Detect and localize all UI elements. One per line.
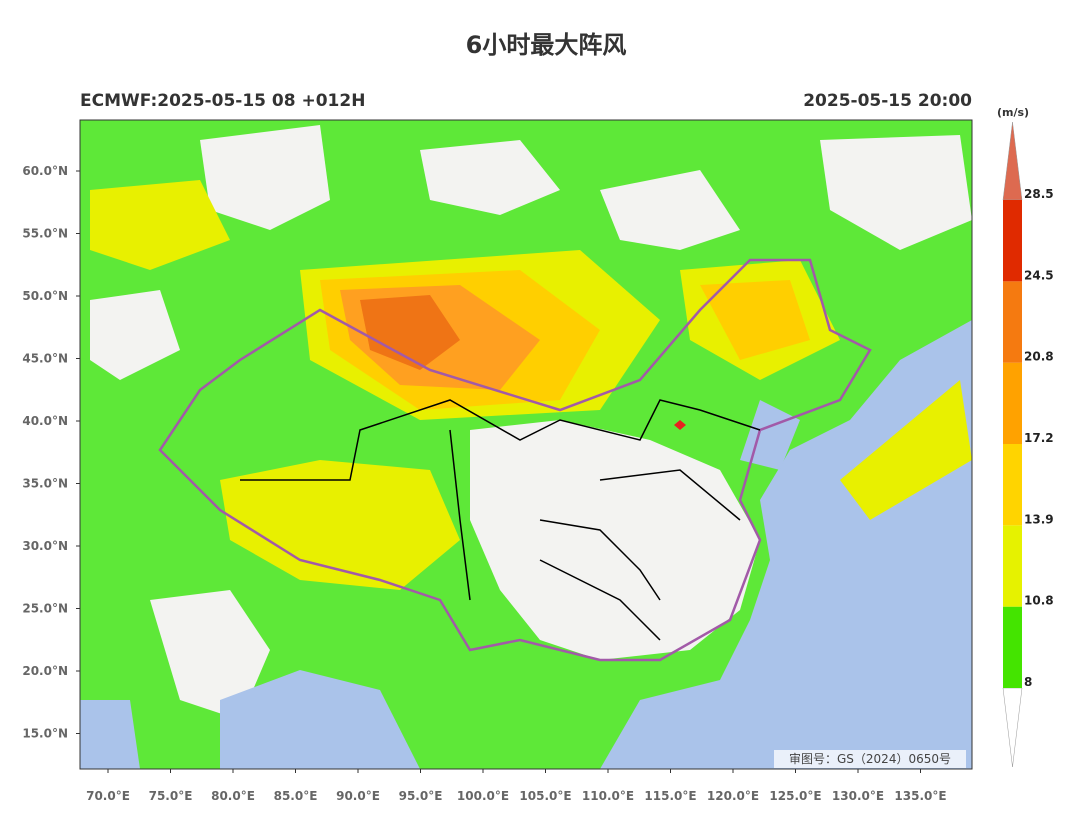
colorbar-under [1002, 687, 1023, 768]
colorbar-label: 20.8 [1024, 350, 1054, 364]
lat-label: 20.0°N [22, 664, 68, 678]
colorbar-segment [1003, 444, 1022, 526]
colorbar-label: 13.9 [1024, 512, 1054, 526]
watermark-bg [774, 750, 966, 768]
colorbar-label: 28.5 [1024, 187, 1054, 201]
lon-label: 115.0°E [644, 789, 696, 803]
lon-label: 120.0°E [707, 789, 759, 803]
lat-label: 60.0°N [22, 164, 68, 178]
colorbar-segment [1003, 525, 1022, 607]
lon-label: 70.0°E [86, 789, 130, 803]
lon-label: 95.0°E [399, 789, 443, 803]
title: 6小时最大阵风 [466, 31, 627, 59]
lon-label: 75.0°E [149, 789, 193, 803]
lon-label: 105.0°E [519, 789, 571, 803]
approval-number: 审图号：GS（2024）0650号 [789, 751, 951, 766]
colorbar-label: 8 [1024, 675, 1032, 689]
lat-label: 15.0°N [22, 727, 68, 741]
lon-label: 130.0°E [832, 789, 884, 803]
lat-label: 55.0°N [22, 227, 68, 241]
lon-label: 80.0°E [211, 789, 255, 803]
lon-label: 90.0°E [336, 789, 380, 803]
map [80, 120, 972, 769]
colorbar-segment [1003, 200, 1022, 282]
lon-label: 110.0°E [582, 789, 634, 803]
run-info: ECMWF:2025-05-15 08 +012H [80, 91, 365, 111]
lat-label: 35.0°N [22, 477, 68, 491]
lat-label: 50.0°N [22, 289, 68, 303]
colorbar-label: 17.2 [1024, 431, 1054, 445]
valid-time: 2025-05-15 20:00 [803, 91, 972, 111]
lat-label: 45.0°N [22, 352, 68, 366]
colorbar-segment [1003, 281, 1022, 363]
lat-label: 25.0°N [22, 602, 68, 616]
map-frame [79, 119, 973, 770]
lon-label: 100.0°E [457, 789, 509, 803]
colorbar-segment [1003, 362, 1022, 444]
colorbar-over [1002, 121, 1023, 201]
lon-label: 85.0°E [274, 789, 318, 803]
lon-label: 125.0°E [769, 789, 821, 803]
colorbar-label: 10.8 [1024, 594, 1054, 608]
colorbar-segment [1003, 606, 1022, 688]
colorbar-unit: (m/s) [997, 106, 1029, 119]
lat-label: 30.0°N [22, 539, 68, 553]
colorbar-label: 24.5 [1024, 268, 1054, 282]
lon-label: 135.0°E [894, 789, 946, 803]
lat-label: 40.0°N [22, 414, 68, 428]
